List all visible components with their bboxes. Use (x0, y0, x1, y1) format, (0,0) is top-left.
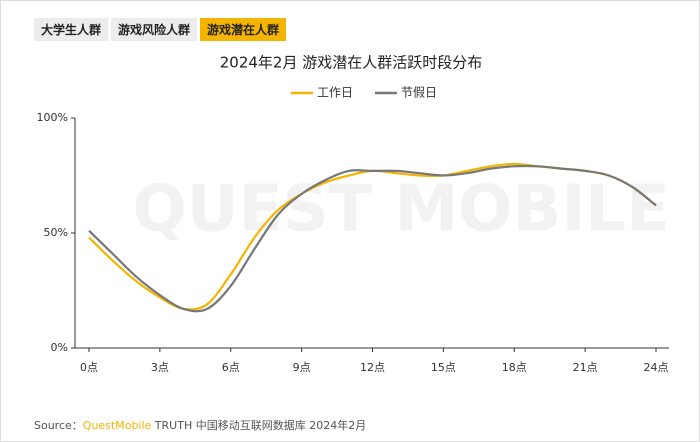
x-tick-label: 6点 (222, 361, 240, 374)
y-tick-label: 50% (44, 226, 68, 239)
x-tick-label: 12点 (360, 361, 385, 374)
x-tick-label: 24点 (644, 361, 669, 374)
chart-title: 2024年2月 游戏潜在人群活跃时段分布 (220, 54, 483, 72)
line-series (88, 164, 657, 313)
watermark: QUEST MOBILE (132, 173, 669, 247)
tab-bar: 大学生人群 游戏风险人群 游戏潜在人群 (34, 18, 287, 41)
legend-label: 节假日 (401, 86, 437, 100)
legend-label: 工作日 (317, 86, 353, 100)
source-text: TRUTH 中国移动互联网数据库 2024年2月 (151, 419, 367, 432)
y-tick-label: 100% (37, 111, 68, 124)
source: Source：QuestMobile TRUTH 中国移动互联网数据库 2024… (34, 417, 366, 433)
tab-active[interactable]: 游戏潜在人群 (200, 18, 287, 41)
tab[interactable]: 游戏风险人群 (111, 18, 198, 41)
chart: QUEST MOBILE 2024年2月 游戏潜在人群活跃时段分布 0% 50% 1… (37, 54, 670, 375)
x-tick-label: 18点 (502, 361, 527, 374)
y-tick-label: 0% (51, 341, 68, 354)
source-brand: QuestMobile (82, 419, 152, 432)
x-tick-label: 3点 (151, 361, 169, 374)
x-tick-label: 21点 (573, 361, 598, 374)
source-label: Source： (34, 419, 83, 432)
x-tick-label: 9点 (293, 361, 311, 374)
x-tick-label: 15点 (431, 361, 456, 374)
tab[interactable]: 大学生人群 (34, 18, 109, 41)
x-tick-label: 0点 (80, 361, 98, 374)
